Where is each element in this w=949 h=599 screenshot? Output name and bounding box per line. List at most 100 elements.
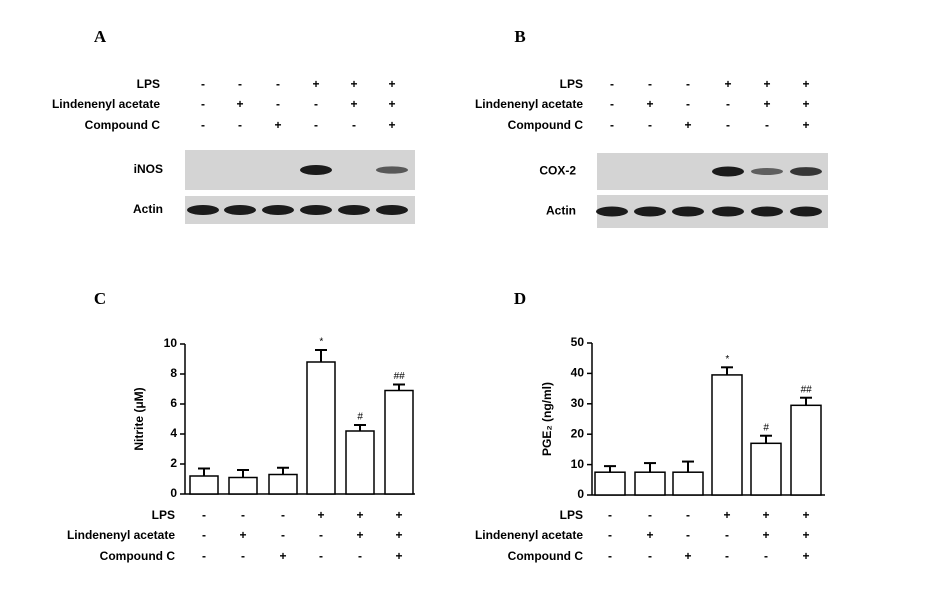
treatment-label: Lindenenyl acetate [52,97,160,111]
bar [750,442,782,496]
treatment-sign: - [202,528,206,542]
y-tick-label: 6 [170,396,177,410]
treatment-sign: - [608,549,612,563]
treatment-sign: + [279,549,286,563]
treatment-sign: + [724,77,731,91]
treatment-sign: - [358,549,362,563]
treatment-sign: - [764,549,768,563]
significance-mark: # [357,412,363,423]
blot-label: iNOS [134,162,163,176]
treatment-sign: - [686,508,690,522]
blot-band [376,205,408,215]
significance-mark: * [319,337,324,348]
treatment-sign: + [646,528,653,542]
treatment-sign: - [314,118,318,132]
y-tick-label: 10 [164,336,178,350]
blot-band [672,206,704,217]
treatment-sign: + [395,508,402,522]
treatment-sign: - [238,118,242,132]
treatment-sign: - [610,77,614,91]
blot-label: Actin [546,204,576,218]
treatment-sign: - [241,508,245,522]
treatment-sign: - [202,549,206,563]
y-tick-label: 20 [571,426,585,440]
blot-band [712,206,744,217]
y-axis-title: PGE₂ (ng/ml) [540,382,554,456]
treatment-sign: - [726,97,730,111]
blot-band [634,206,666,217]
treatment-sign: - [201,118,205,132]
blot-band [751,206,783,217]
treatment-sign: + [802,97,809,111]
treatment-sign: + [312,77,319,91]
treatment-label: Compound C [85,118,161,132]
blot-band [712,166,744,177]
treatment-sign: - [686,77,690,91]
treatment-label: Lindenenyl acetate [475,528,583,542]
bar [384,389,414,495]
y-axis-title: Nitrite (μM) [132,387,146,450]
y-tick-label: 8 [170,366,177,380]
y-tick-label: 40 [571,366,585,380]
treatment-sign: + [763,97,770,111]
blot-label: Actin [133,202,163,216]
treatment-sign: - [319,528,323,542]
treatment-sign: + [762,528,769,542]
bar [228,476,258,495]
blot-band [300,205,332,215]
bar [345,430,375,495]
treatment-sign: + [356,508,363,522]
bar [268,473,298,495]
y-tick-label: 0 [577,487,584,501]
treatment-sign: - [352,118,356,132]
panel-label: D [514,289,526,308]
bar [790,404,822,496]
treatment-sign: - [238,77,242,91]
treatment-sign: - [648,77,652,91]
treatment-sign: - [201,77,205,91]
bar [189,475,219,495]
treatment-sign: - [276,77,280,91]
treatment-sign: - [648,118,652,132]
treatment-sign: - [686,97,690,111]
treatment-sign: + [802,508,809,522]
treatment-sign: + [236,97,243,111]
blot-band [338,205,370,215]
treatment-sign: + [762,508,769,522]
significance-mark: ## [800,384,812,395]
treatment-sign: + [274,118,281,132]
treatment-sign: - [281,508,285,522]
treatment-sign: + [395,528,402,542]
blot-band [596,206,628,217]
treatment-sign: - [610,118,614,132]
treatment-sign: - [281,528,285,542]
treatment-sign: - [201,97,205,111]
panel-label: B [514,27,525,46]
y-tick-label: 0 [170,486,177,500]
treatment-sign: - [725,528,729,542]
treatment-sign: + [802,528,809,542]
treatment-sign: - [765,118,769,132]
treatment-sign: + [646,97,653,111]
blot-band [751,168,783,175]
treatment-sign: - [608,528,612,542]
treatment-sign: + [395,549,402,563]
bar [672,471,704,496]
bar [594,471,626,496]
blot-band [790,167,822,176]
treatment-label: LPS [560,77,583,91]
treatment-sign: - [241,549,245,563]
treatment-label: Compound C [508,549,584,563]
treatment-sign: - [686,528,690,542]
treatment-sign: - [610,97,614,111]
treatment-sign: + [388,97,395,111]
treatment-label: LPS [152,508,175,522]
y-tick-label: 2 [170,456,177,470]
treatment-sign: - [319,549,323,563]
treatment-sign: + [802,77,809,91]
treatment-label: Compound C [100,549,176,563]
panel-label: C [94,289,106,308]
treatment-label: Compound C [508,118,584,132]
blot-band [187,205,219,215]
